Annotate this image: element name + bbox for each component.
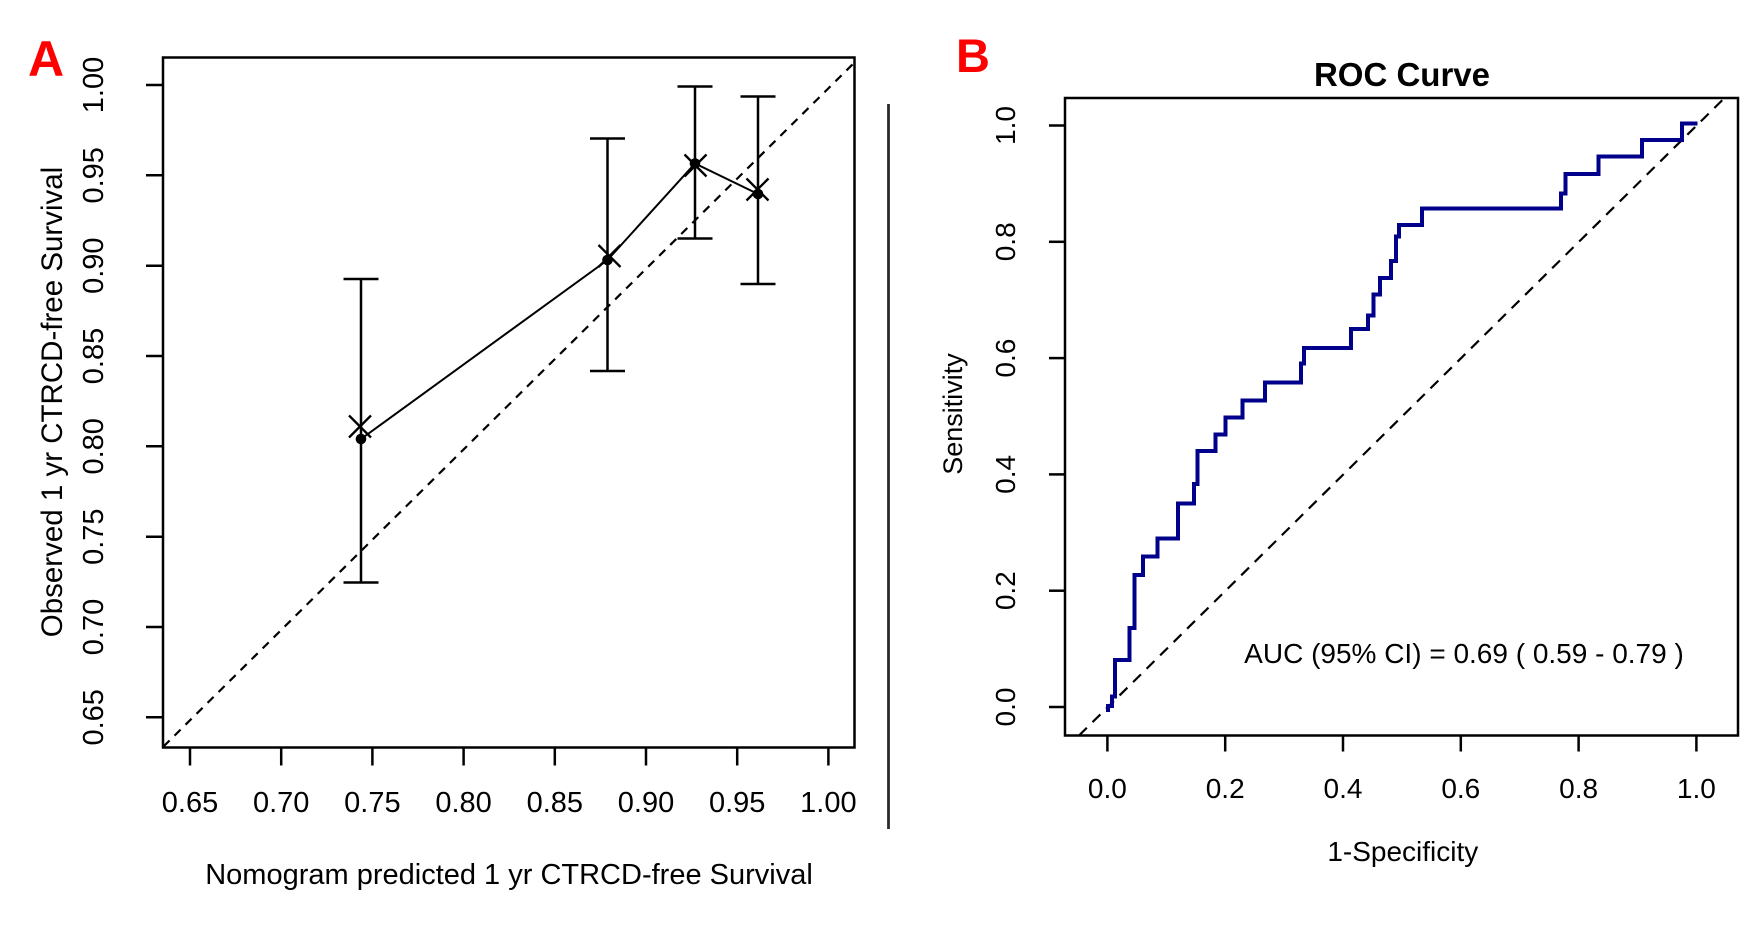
svg-text:0.70: 0.70 — [78, 599, 110, 655]
svg-text:0.65: 0.65 — [78, 689, 110, 745]
svg-text:1-Specificity: 1-Specificity — [1327, 836, 1478, 867]
svg-text:1.00: 1.00 — [800, 787, 856, 819]
svg-text:0.70: 0.70 — [253, 787, 309, 819]
svg-text:0.75: 0.75 — [344, 787, 400, 819]
svg-text:0.8: 0.8 — [990, 222, 1021, 261]
svg-text:1.0: 1.0 — [1677, 773, 1716, 804]
svg-text:A: A — [28, 31, 64, 87]
svg-text:0.6: 0.6 — [990, 339, 1021, 378]
svg-text:0.2: 0.2 — [990, 571, 1021, 610]
svg-text:B: B — [956, 29, 990, 82]
svg-text:0.65: 0.65 — [162, 787, 218, 819]
svg-text:0.4: 0.4 — [1324, 773, 1363, 804]
svg-text:0.90: 0.90 — [618, 787, 674, 819]
svg-text:0.95: 0.95 — [709, 787, 765, 819]
svg-text:0.85: 0.85 — [78, 328, 110, 384]
svg-text:0.85: 0.85 — [527, 787, 583, 819]
svg-text:0.80: 0.80 — [435, 787, 491, 819]
svg-text:1.00: 1.00 — [78, 57, 110, 113]
svg-text:Nomogram predicted 1 yr CTRCD-: Nomogram predicted 1 yr CTRCD-free Survi… — [205, 859, 813, 891]
svg-text:0.8: 0.8 — [1559, 773, 1598, 804]
svg-text:ROC Curve: ROC Curve — [1314, 56, 1490, 93]
svg-text:0.6: 0.6 — [1441, 773, 1480, 804]
svg-text:1.0: 1.0 — [990, 106, 1021, 145]
svg-text:0.75: 0.75 — [78, 508, 110, 564]
svg-text:0.0: 0.0 — [1088, 773, 1127, 804]
svg-text:0.2: 0.2 — [1206, 773, 1245, 804]
svg-text:0.80: 0.80 — [78, 418, 110, 474]
svg-text:Sensitivity: Sensitivity — [938, 353, 968, 475]
svg-text:Observed 1 yr CTRCD-free Survi: Observed 1 yr CTRCD-free Survival — [36, 167, 69, 637]
svg-text:0.0: 0.0 — [990, 688, 1021, 727]
svg-text:0.90: 0.90 — [78, 237, 110, 293]
svg-text:0.95: 0.95 — [78, 147, 110, 203]
svg-text:AUC (95% CI) = 0.69 ( 0.59 - 0: AUC (95% CI) = 0.69 ( 0.59 - 0.79 ) — [1244, 638, 1684, 669]
svg-text:0.4: 0.4 — [990, 455, 1021, 494]
